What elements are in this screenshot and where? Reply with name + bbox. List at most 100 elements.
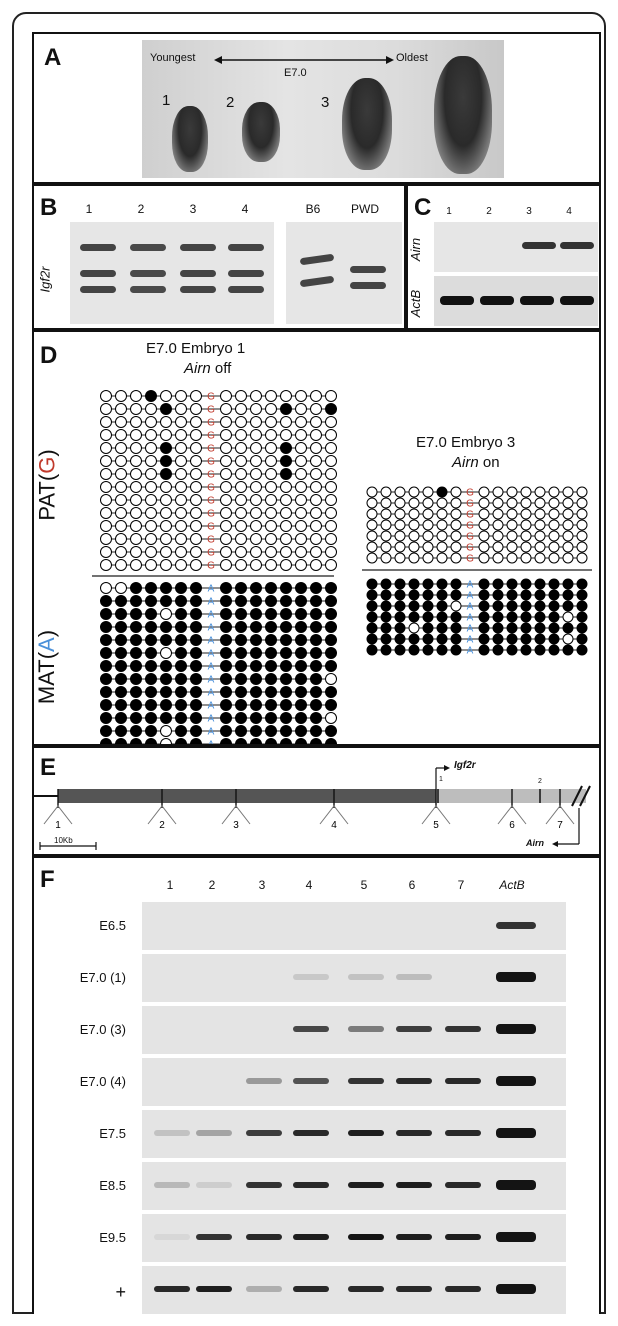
svg-text:5: 5 bbox=[433, 820, 439, 831]
amplicon-marker-5: 5 bbox=[421, 789, 451, 831]
f-lane-7: 7 bbox=[457, 878, 465, 892]
embryo-label-2: 2 bbox=[226, 94, 235, 111]
svg-text:G: G bbox=[466, 488, 474, 499]
embryo-3 bbox=[342, 78, 392, 170]
c-lane-3: 3 bbox=[526, 206, 532, 217]
f-band-8-6 bbox=[396, 1286, 432, 1292]
embryo-2 bbox=[242, 102, 280, 162]
f-band-8-5 bbox=[348, 1286, 384, 1292]
f-lane-6: 6 bbox=[408, 878, 416, 892]
f-band-2-8 bbox=[496, 972, 536, 982]
f-band-3-7 bbox=[445, 1026, 481, 1032]
svg-text:A: A bbox=[208, 675, 215, 686]
f-band-1-8 bbox=[496, 921, 536, 929]
b-gene-label: Igf2r bbox=[37, 266, 53, 293]
stage-label: E7.0 bbox=[284, 67, 307, 79]
f-band-7-6 bbox=[396, 1234, 432, 1240]
c-lane-2: 2 bbox=[486, 206, 492, 217]
e-scale-label: 10Kb bbox=[54, 836, 73, 845]
embryo-4 bbox=[434, 56, 492, 174]
svg-text:A: A bbox=[208, 623, 215, 634]
f-band-7-1 bbox=[154, 1234, 190, 1240]
svg-text:G: G bbox=[207, 392, 215, 403]
f-band-3-8 bbox=[496, 1024, 536, 1034]
svg-text:G: G bbox=[207, 457, 215, 468]
e-airn-label: Airn bbox=[526, 838, 544, 848]
f-band-3-6 bbox=[396, 1026, 432, 1032]
e-exon-2: 2 bbox=[538, 778, 542, 785]
f-band-6-7 bbox=[445, 1182, 481, 1188]
f-band-8-8 bbox=[496, 1284, 536, 1294]
f-band-4-3 bbox=[246, 1078, 282, 1084]
svg-text:G: G bbox=[466, 510, 474, 521]
svg-text:A: A bbox=[208, 662, 215, 673]
f-lane-3: 3 bbox=[258, 878, 266, 892]
d-left-gene: Airn bbox=[184, 360, 211, 377]
embryo-1 bbox=[172, 106, 208, 172]
f-band-8-4 bbox=[293, 1286, 329, 1292]
svg-text:4: 4 bbox=[331, 820, 337, 831]
f-band-6-8 bbox=[496, 1180, 536, 1190]
f-row-label-2: E7.0 (1) bbox=[79, 970, 126, 985]
svg-text:G: G bbox=[207, 470, 215, 481]
svg-text:G: G bbox=[466, 554, 474, 565]
f-lane-4: 4 bbox=[305, 878, 313, 892]
svg-text:A: A bbox=[208, 701, 215, 712]
svg-text:A: A bbox=[208, 636, 215, 647]
embryo-label-3: 3 bbox=[321, 94, 330, 111]
panel-c: C 1 2 3 4 Airn ActB bbox=[406, 184, 601, 330]
svg-text:A: A bbox=[208, 740, 215, 745]
svg-text:G: G bbox=[207, 548, 215, 559]
f-band-4-7 bbox=[445, 1078, 481, 1084]
methylation-diagram: GGGGGGGGGGGGGGAAAAAAAAAAAAAGGGGGGGAAAAAA… bbox=[92, 390, 592, 745]
svg-text:A: A bbox=[208, 610, 215, 621]
b-lane-4: 4 bbox=[241, 202, 249, 216]
f-band-6-4 bbox=[293, 1182, 329, 1188]
f-band-5-1 bbox=[154, 1130, 190, 1136]
b-lane-3: 3 bbox=[189, 202, 197, 216]
f-band-2-6 bbox=[396, 974, 432, 980]
f-lane-8: ActB bbox=[499, 878, 525, 892]
b-lane-1: 1 bbox=[85, 202, 93, 216]
b-lane-2: 2 bbox=[137, 202, 145, 216]
amplicon-marker-4: 4 bbox=[319, 789, 349, 831]
svg-text:G: G bbox=[207, 405, 215, 416]
youngest-label: Youngest bbox=[150, 52, 196, 64]
svg-text:G: G bbox=[466, 499, 474, 510]
svg-text:A: A bbox=[208, 649, 215, 660]
amplicon-marker-6: 6 bbox=[497, 789, 527, 831]
age-arrow bbox=[214, 56, 394, 64]
svg-text:A: A bbox=[208, 688, 215, 699]
f-band-7-7 bbox=[445, 1234, 481, 1240]
c-lane-4: 4 bbox=[566, 206, 572, 217]
svg-text:G: G bbox=[207, 561, 215, 572]
svg-text:A: A bbox=[467, 635, 474, 646]
amplicon-marker-1: 1 bbox=[43, 789, 73, 831]
f-row-label-4: E7.0 (4) bbox=[79, 1074, 126, 1089]
b-control-b6: B6 bbox=[305, 202, 321, 216]
svg-text:G: G bbox=[466, 521, 474, 532]
f-band-5-7 bbox=[445, 1130, 481, 1136]
svg-text:6: 6 bbox=[509, 820, 515, 831]
d-left-state: off bbox=[210, 360, 232, 377]
f-band-6-1 bbox=[154, 1182, 190, 1188]
svg-text:A: A bbox=[208, 727, 215, 738]
f-band-6-5 bbox=[348, 1182, 384, 1188]
panel-e-letter: E bbox=[40, 754, 57, 781]
genomic-map: 1 2 3 4 5 6 7 bbox=[34, 765, 591, 850]
f-band-3-5 bbox=[348, 1026, 384, 1032]
f-lane-2: 2 bbox=[208, 878, 216, 892]
f-band-4-6 bbox=[396, 1078, 432, 1084]
svg-text:A: A bbox=[208, 584, 215, 595]
f-band-8-2 bbox=[196, 1286, 232, 1292]
f-band-7-4 bbox=[293, 1234, 329, 1240]
f-band-6-3 bbox=[246, 1182, 282, 1188]
f-band-8-3 bbox=[246, 1286, 282, 1292]
f-band-4-4 bbox=[293, 1078, 329, 1084]
amplicon-marker-2: 2 bbox=[147, 789, 177, 831]
f-band-3-4 bbox=[293, 1026, 329, 1032]
c-row-airn: Airn bbox=[408, 237, 424, 262]
svg-text:G: G bbox=[466, 532, 474, 543]
e-igf2r-label: Igf2r bbox=[454, 760, 476, 771]
panel-f-letter: F bbox=[40, 866, 55, 893]
